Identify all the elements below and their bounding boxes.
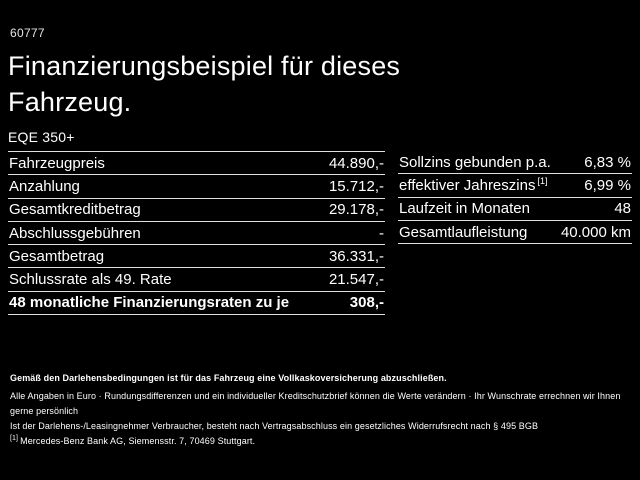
row-value: 40.000 km	[560, 223, 631, 241]
condition-row-gesamtlaufleistung: Gesamtlaufleistung 40.000 km	[398, 221, 632, 245]
row-label: Gesamtlaufleistung	[399, 223, 528, 241]
footnote-marker: [1]	[537, 175, 548, 186]
condition-row-laufzeit: Laufzeit in Monaten 48	[398, 198, 632, 221]
row-label: Gesamtkreditbetrag	[9, 201, 141, 219]
footnote-widerrufsrecht: Ist der Darlehens-/Leasingnehmer Verbrau…	[10, 421, 539, 431]
reference-number: 60777	[10, 26, 45, 40]
row-value: 308,-	[349, 294, 384, 312]
row-label: Laufzeit in Monaten	[399, 200, 530, 218]
finance-row-anzahlung: Anzahlung 15.712,-	[8, 175, 385, 199]
finance-row-abschlussgebuehren: Abschlussgebühren -	[8, 222, 385, 246]
page-title: Finanzierungsbeispiel für dieses Fahrzeu…	[8, 48, 400, 120]
row-label: Abschlussgebühren	[9, 224, 141, 242]
footnote-disclaimer: Alle Angaben in Euro · Rundungsdifferenz…	[10, 391, 621, 416]
row-value: 48	[614, 200, 631, 218]
row-value: -	[379, 224, 384, 242]
row-label: Sollzins gebunden p.a.	[399, 153, 551, 171]
row-label: Gesamtbetrag	[9, 247, 105, 265]
finance-table: Fahrzeugpreis 44.890,- Anzahlung 15.712,…	[8, 151, 385, 316]
row-label: effektiver Jahreszins [1]	[399, 175, 548, 194]
row-label: Fahrzeugpreis	[9, 154, 105, 172]
footnotes: Gemäß den Darlehensbedingungen ist für d…	[10, 371, 634, 449]
row-value: 21.547,-	[328, 271, 384, 289]
finance-row-gesamtbetrag: Gesamtbetrag 36.331,-	[8, 245, 385, 269]
row-value: 6,83 %	[584, 153, 631, 171]
footnote-marker: [1]	[10, 435, 19, 442]
row-value: 6,99 %	[584, 176, 631, 194]
finance-row-gesamtkreditbetrag: Gesamtkreditbetrag 29.178,-	[8, 199, 385, 222]
row-label: 48 monatliche Finanzierungsraten zu je	[9, 294, 290, 312]
row-value: 29.178,-	[328, 201, 384, 219]
row-label: Schlussrate als 49. Rate	[9, 271, 172, 289]
finance-row-fahrzeugpreis: Fahrzeugpreis 44.890,-	[8, 152, 385, 176]
page-title-line2: Fahrzeug.	[8, 87, 132, 117]
page-title-line1: Finanzierungsbeispiel für dieses	[8, 51, 401, 81]
conditions-table: Sollzins gebunden p.a. 6,83 % effektiver…	[398, 151, 632, 245]
row-value: 36.331,-	[328, 247, 384, 265]
footnote-bank-address: [1] Mercedes-Benz Bank AG, Siemensstr. 7,…	[10, 435, 256, 446]
row-value: 15.712,-	[328, 177, 384, 195]
condition-row-effektivzins: effektiver Jahreszins [1] 6,99 %	[398, 174, 632, 198]
finance-row-monatsrate: 48 monatliche Finanzierungsraten zu je 3…	[8, 292, 385, 316]
row-label: Anzahlung	[9, 177, 80, 195]
vehicle-model-label: EQE 350+	[8, 129, 75, 145]
condition-row-sollzins: Sollzins gebunden p.a. 6,83 %	[398, 151, 632, 175]
footnote-insurance: Gemäß den Darlehensbedingungen ist für d…	[10, 373, 447, 383]
finance-row-schlussrate: Schlussrate als 49. Rate 21.547,-	[8, 268, 385, 292]
row-value: 44.890,-	[328, 154, 384, 172]
